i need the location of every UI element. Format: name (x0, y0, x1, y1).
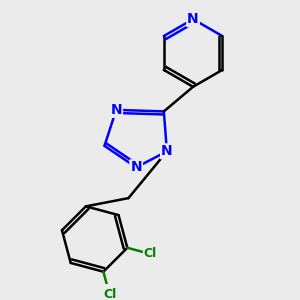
Text: N: N (161, 144, 173, 158)
Text: Cl: Cl (103, 288, 116, 300)
Text: N: N (110, 103, 122, 117)
Text: N: N (187, 12, 199, 26)
Text: Cl: Cl (144, 248, 157, 260)
Text: N: N (130, 160, 142, 174)
